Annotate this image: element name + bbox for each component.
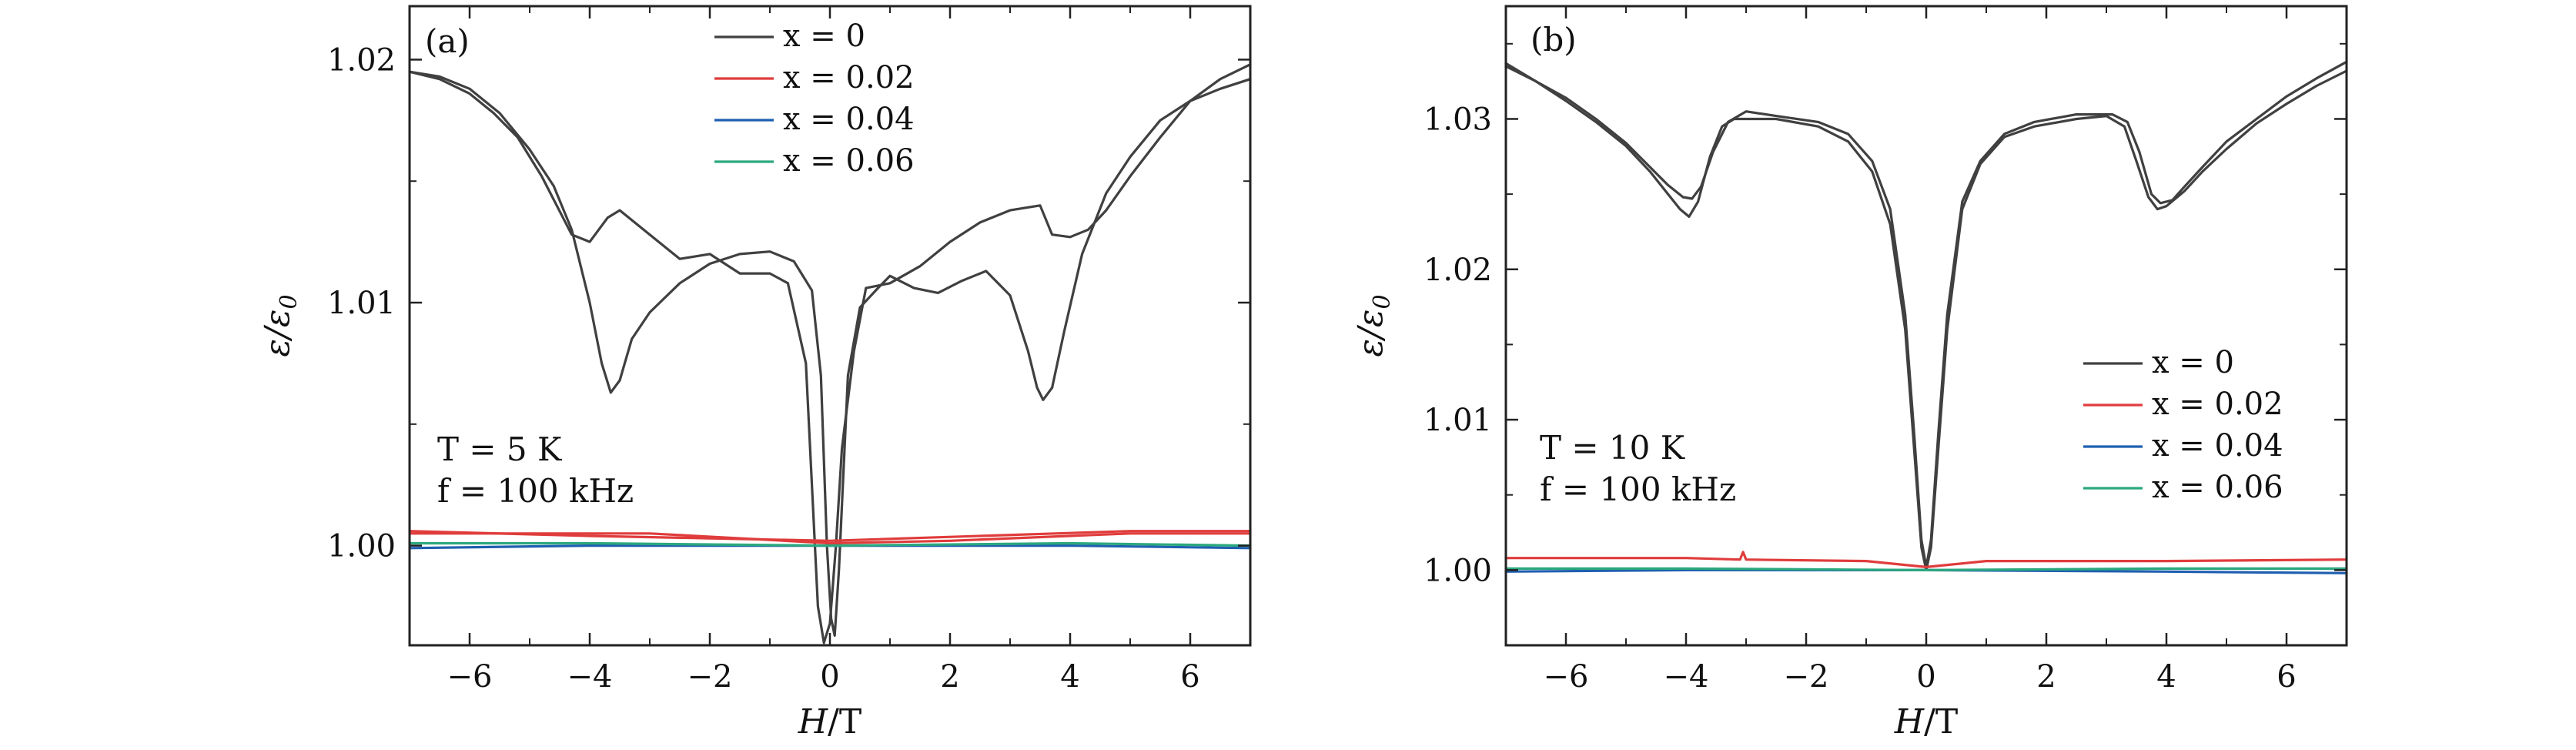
- panel-b-label: (b): [1531, 21, 1577, 59]
- panel-a-label: (a): [425, 22, 470, 60]
- panel-a-legend-label-2: x = 0.04: [783, 102, 915, 137]
- panel-b-series-layer: [1504, 60, 2348, 574]
- panel-a-ticks: −6 −4 −2 0 2 4 6 1.00 1.01 1.02: [327, 6, 1251, 695]
- panel-a-x-tick-label-1: −4: [567, 659, 613, 695]
- panel-a: −6 −4 −2 0 2 4 6 1.00 1.01 1.02 (a) x = 0 x = 0.02…: [258, 5, 1252, 742]
- panel-a-x-tick-label-3: 0: [820, 659, 839, 695]
- panel-b-x-tick-label-2: −2: [1784, 659, 1829, 695]
- panel-b-x-tick-label-0: −6: [1544, 659, 1589, 695]
- panel-b-legend-label-0: x = 0: [2152, 345, 2234, 380]
- panel-b-x-tick-label-4: 2: [2036, 659, 2056, 695]
- panel-a-annotation: T = 5 K f = 100 kHz: [437, 430, 634, 510]
- panel-b-series-3-branch-0-line: [1504, 567, 2348, 571]
- panel-a-x-axis-label: H/T: [798, 702, 862, 742]
- panel-a-legend-label-3: x = 0.06: [783, 143, 915, 179]
- panel-b-annotation-line-2: f = 100 kHz: [1540, 470, 1736, 508]
- panel-a-x-tick-label-6: 6: [1180, 659, 1199, 695]
- panel-b-y-tick-label-2: 1.02: [1423, 253, 1492, 288]
- panel-b-legend-label-2: x = 0.04: [2152, 428, 2283, 464]
- panel-a-y-tick-label-1: 1.01: [327, 286, 396, 321]
- panel-a-series-1-branch-0-line: [408, 532, 1252, 545]
- panel-a-legend-label-1: x = 0.02: [783, 60, 915, 95]
- panel-b-y-axis-label: ε/ε0: [1351, 294, 1396, 357]
- panel-a-y-axis-label: ε/ε0: [258, 294, 303, 357]
- panel-a-annotation-line-2: f = 100 kHz: [437, 472, 634, 510]
- panel-a-legend: x = 0 x = 0.02 x = 0.04 x = 0.06: [714, 18, 915, 179]
- panel-b: −6 −4 −2 0 2 4 61.001.011.021.03 (b) x = 0x = …: [1351, 5, 2348, 742]
- panel-a-series-1-branch-1-line: [408, 530, 1252, 542]
- panel-a-y-tick-label-2: 1.02: [327, 42, 396, 78]
- panel-a-x-tick-label-5: 4: [1060, 659, 1079, 695]
- panel-b-legend: x = 0 x = 0.02 x = 0.04 x = 0.06: [2083, 345, 2283, 505]
- panel-b-x-tick-label-5: 4: [2156, 659, 2176, 695]
- panel-a-x-tick-label-4: 2: [940, 659, 959, 695]
- panel-b-annotation: T = 10 K f = 100 kHz: [1540, 429, 1736, 508]
- panel-b-y-tick-label-0: 1.00: [1423, 553, 1492, 588]
- panel-b-legend-label-1: x = 0.02: [2152, 387, 2283, 422]
- panel-a-series-0-branch-0-line: [408, 70, 1252, 637]
- panel-a-annotation-line-1: T = 5 K: [437, 430, 563, 468]
- panel-b-y-tick-label-3: 1.03: [1423, 102, 1492, 137]
- panel-a-y-tick-label-0: 1.00: [327, 529, 396, 564]
- panel-b-series-1-branch-0-line: [1504, 551, 2348, 568]
- panel-b-legend-label-3: x = 0.06: [2152, 470, 2283, 505]
- panel-a-series-0-branch-1-line: [408, 63, 1252, 645]
- panel-b-x-tick-label-6: 6: [2277, 659, 2296, 695]
- panel-b-y-tick-label-1: 1.01: [1423, 403, 1492, 438]
- panel-b-plot-frame: [1504, 5, 2348, 647]
- panel-a-x-tick-label-2: −2: [687, 659, 733, 695]
- panel-a-series-layer: [408, 63, 1252, 645]
- panel-b-x-tick-label-3: 0: [1916, 659, 1935, 695]
- panel-a-series-3-branch-0-line: [408, 541, 1252, 547]
- panel-b-x-tick-label-1: −4: [1664, 659, 1709, 695]
- panel-b-x-axis-label: H/T: [1894, 702, 1959, 742]
- panel-b-annotation-line-1: T = 10 K: [1540, 429, 1686, 467]
- panel-b-ticks: −6 −4 −2 0 2 4 6 1.00 1.01 1.02 1.03: [1423, 6, 2347, 695]
- panel-a-legend-label-0: x = 0: [783, 18, 865, 54]
- panel-a-x-tick-label-0: −6: [447, 659, 493, 695]
